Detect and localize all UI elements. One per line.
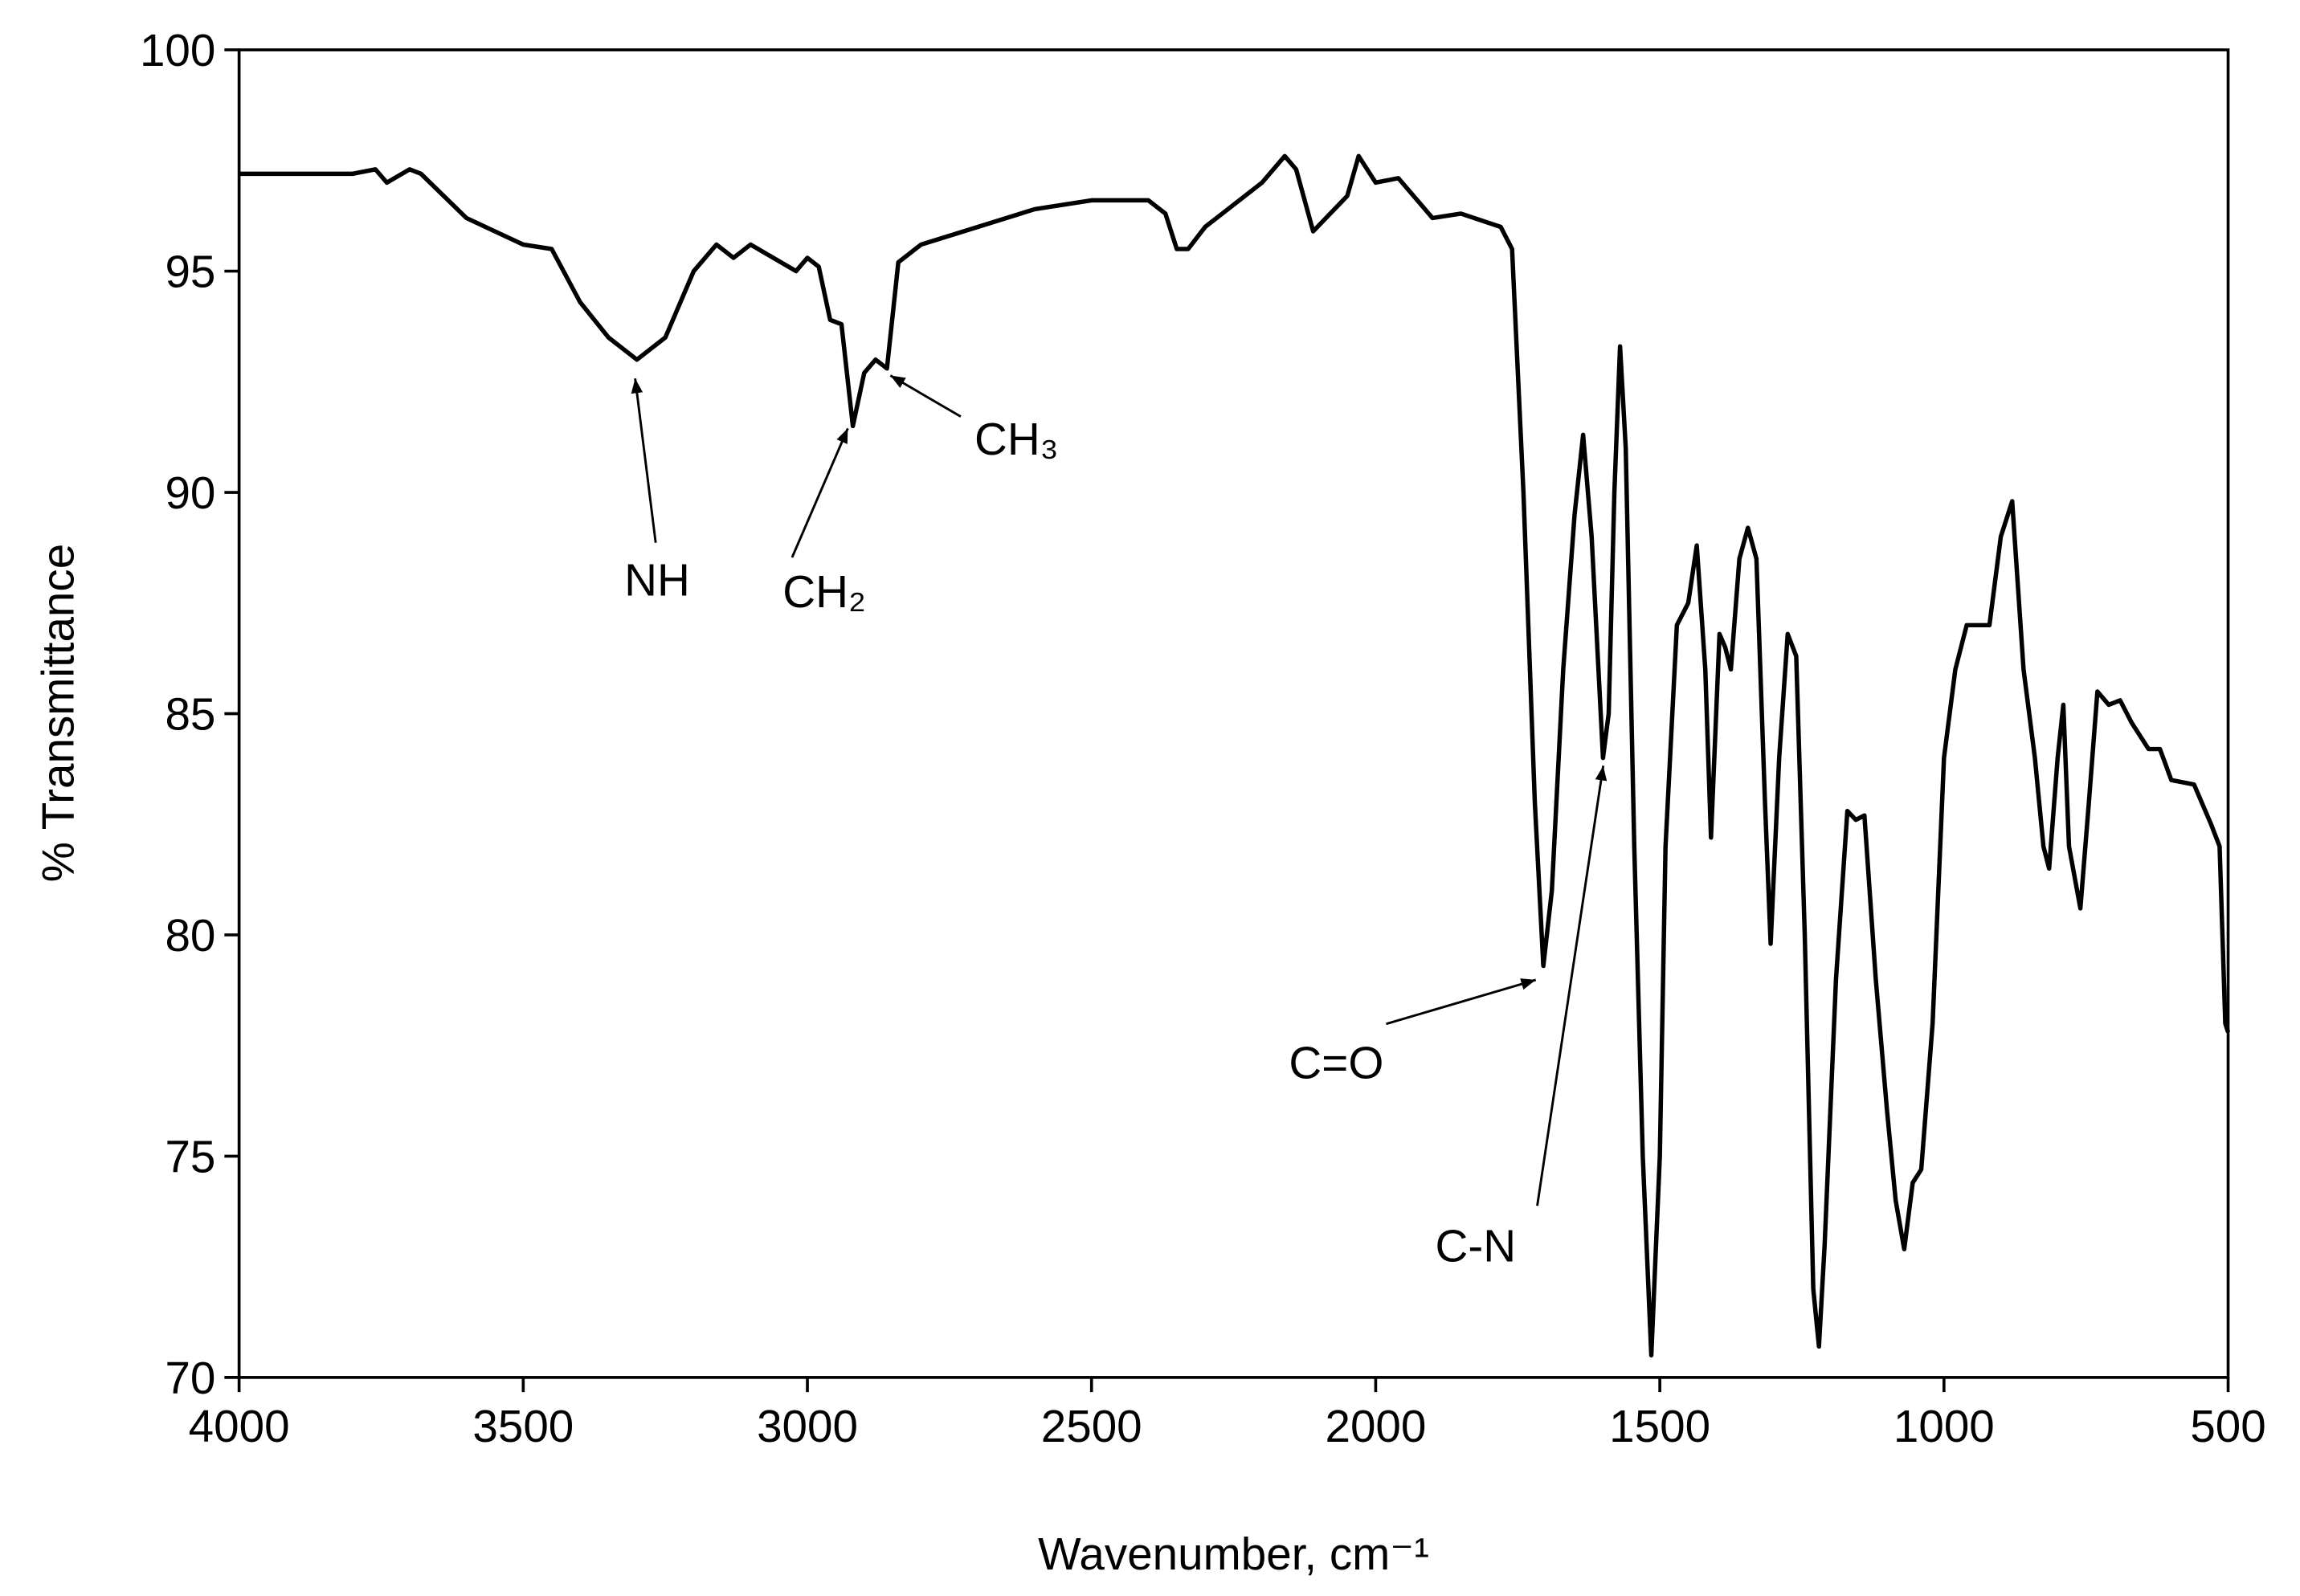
x-tick-label: 4000 (189, 1401, 290, 1451)
x-tick-label: 2000 (1325, 1401, 1426, 1451)
x-tick-label: 3000 (757, 1401, 858, 1451)
x-tick-label: 2500 (1041, 1401, 1142, 1451)
y-tick-label: 85 (165, 689, 215, 740)
annotation-arrow (889, 374, 962, 418)
annotation-arrow (1386, 978, 1537, 1026)
y-tick-label: 90 (165, 467, 215, 518)
annotation: C=O (1289, 1037, 1383, 1088)
y-tick-label: 75 (165, 1132, 215, 1182)
y-tick-label: 100 (140, 25, 215, 76)
annotation: CH₂ (782, 566, 866, 617)
y-tick-label: 80 (165, 910, 215, 961)
annotation-arrow (1536, 765, 1608, 1206)
y-axis-label: % Transmittance (32, 544, 83, 883)
annotation: CH₃ (974, 414, 1059, 464)
spectrum-line (239, 153, 2231, 1358)
y-tick-label: 95 (165, 247, 215, 297)
annotation: C-N (1436, 1221, 1517, 1271)
x-tick-label: 500 (2190, 1401, 2265, 1451)
x-tick-label: 3500 (472, 1401, 574, 1451)
annotation-arrow (631, 378, 657, 543)
x-axis-label: Wavenumber, cm⁻¹ (1038, 1529, 1429, 1579)
x-tick-label: 1500 (1609, 1401, 1710, 1451)
x-tick-label: 1000 (1894, 1401, 1995, 1451)
y-tick-label: 70 (165, 1353, 215, 1403)
annotation: NH (624, 554, 690, 605)
annotation-arrow (790, 427, 849, 558)
